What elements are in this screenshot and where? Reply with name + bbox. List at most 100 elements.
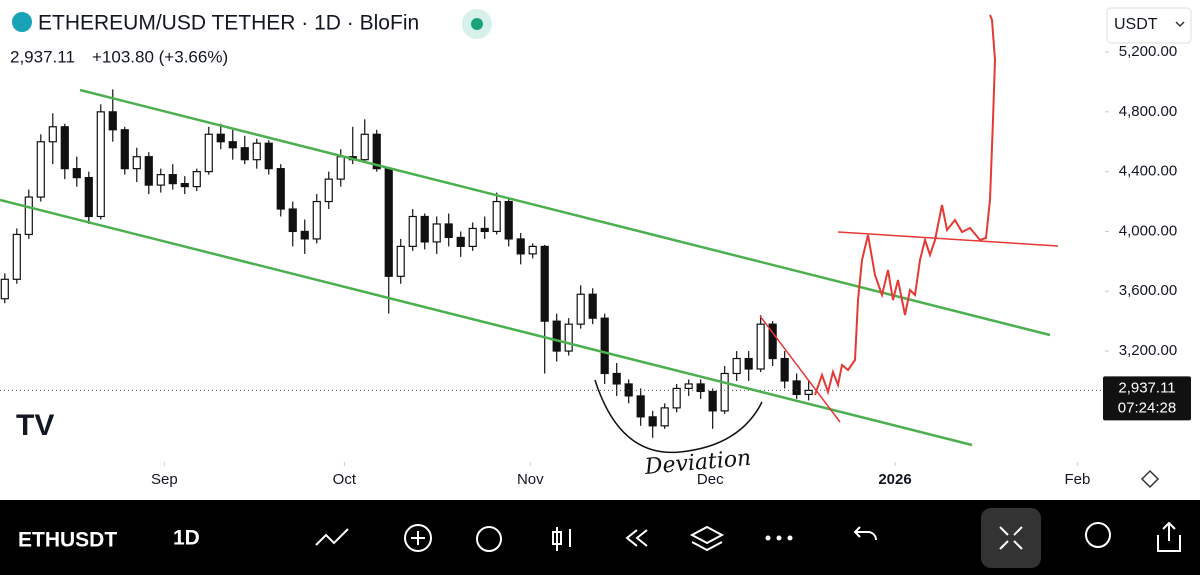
candle-body [396,245,405,277]
candle-body [336,156,345,180]
symbol-button[interactable]: ETHUSDT [18,529,117,552]
candle-body [708,390,717,412]
tv-logo: TV [16,409,54,442]
candle-body [588,293,597,319]
candle-body [492,200,501,233]
status-dot [471,18,483,30]
channel-bottom [0,198,973,447]
interval-button[interactable]: 1D [173,527,200,550]
candle-body [744,357,753,370]
x-tick-label: Dec [697,471,724,488]
candle-body [300,230,309,240]
candle-body [768,323,777,360]
candle-body [156,174,165,186]
candle-body [720,372,729,412]
y-tick-label: 5,200.00 [1119,43,1177,60]
candle-body [12,233,21,280]
candle-body [456,236,465,247]
candle-body [180,183,189,188]
y-tick-label: 4,000.00 [1119,222,1177,239]
candle-body [732,357,741,375]
candle-body [24,196,33,236]
share-button[interactable] [1157,521,1181,552]
candle-body [516,238,525,255]
candle-body [648,416,657,427]
candle-body [468,227,477,247]
red-level [837,231,1059,247]
candle-body [276,168,285,210]
replay-button[interactable] [625,529,648,547]
currency: USDT [1114,16,1158,33]
x-tick-label: Oct [333,471,357,488]
candle-body [540,245,549,322]
candle-body [252,142,261,161]
indicator-button[interactable] [315,528,349,546]
candle-body [360,133,369,161]
fullscreen-icon [999,526,1023,550]
undo-button[interactable] [853,526,877,541]
candle-body [432,223,441,243]
candle-body [576,293,585,325]
last-price: 2,937.11 [10,47,75,66]
candle-body [660,407,669,427]
x-tick-label: Nov [517,471,544,488]
candle-body [384,168,393,277]
settings-button[interactable] [1140,469,1160,489]
chart-type-button[interactable] [552,527,571,551]
alert-button[interactable] [476,526,502,552]
candle-body [672,387,681,409]
y-tick-label: 3,600.00 [1119,282,1177,299]
exchange-logo [12,12,32,32]
chart-title: ETHEREUM/USD TETHER · 1D · BloFin [38,12,419,35]
y-tick-label: 3,200.00 [1119,342,1177,359]
red-projection [814,14,997,396]
candle-body [480,227,489,233]
candle-body [792,380,801,396]
plot: 3,200.00 3,600.00 4,000.00 4,400.00 4,800.00… [0,43,1191,488]
candle-body [684,383,693,390]
candle-body [564,323,573,352]
candle-body [264,142,273,170]
candle-body [780,357,789,382]
y-tick-label: 4,800.00 [1119,103,1177,120]
fullscreen-button[interactable] [981,508,1041,568]
candle-body [48,126,57,143]
candle-body [372,133,381,170]
deviation-curve [594,379,763,454]
candle-body [96,111,105,218]
candle-body [600,317,609,375]
last-price-box [1103,376,1191,421]
x-tick-label: Feb [1064,471,1090,488]
currency-button[interactable] [1106,7,1192,44]
candle-body [696,383,705,393]
price-change: +103.80 (+3.66%) [92,47,228,66]
last-price-label: 2,937.11 [1118,379,1175,396]
object-button[interactable] [1085,522,1111,548]
x-tick-label: 2026 [878,471,911,488]
layers-button[interactable] [689,525,725,552]
add-icon [411,531,425,545]
add-button[interactable] [404,524,432,552]
candle-body [528,245,537,255]
candle-body [60,126,69,170]
red-trend [759,315,841,423]
candle-body [636,395,645,418]
candle-body [168,174,177,185]
dropdown-arrow [1175,21,1185,28]
more-button[interactable] [787,535,793,541]
candle-body [240,147,249,161]
candle-body [444,223,453,239]
candle-body [408,215,417,247]
candle-body [0,278,9,300]
candle-body [552,320,561,352]
candle-body [120,129,129,170]
candle-body [612,372,621,385]
candle-body [144,156,153,186]
candle-body [72,168,81,179]
chart-bg [0,0,1200,500]
candle-body [312,200,321,240]
candle-body [192,171,201,188]
candle-body [756,323,765,370]
countdown: 07:24:28 [1118,399,1176,416]
candle-body [288,208,297,233]
